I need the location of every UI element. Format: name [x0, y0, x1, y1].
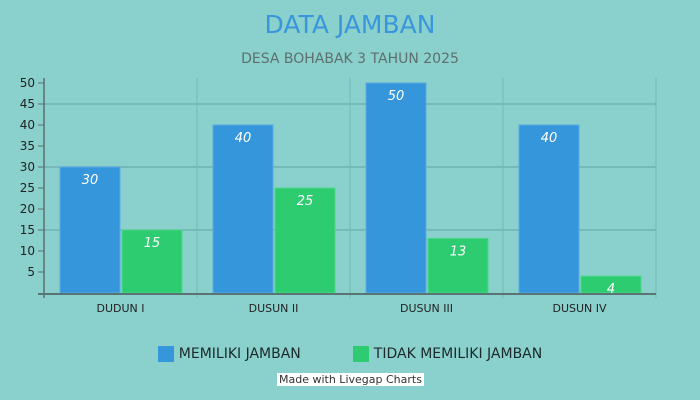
legend-swatch [157, 346, 174, 362]
bar [365, 82, 427, 294]
y-tick-label: 20 [20, 202, 35, 216]
y-tick-label: 45 [20, 97, 35, 111]
legend-swatch [352, 346, 369, 362]
data-label: 30 [82, 173, 99, 188]
bar [212, 124, 274, 294]
legend-item-memiliki[interactable]: MEMILIKI JAMBAN [157, 346, 301, 362]
x-tick-label: DUSUN II [249, 302, 299, 315]
data-label: 40 [541, 131, 558, 146]
y-tick-label: 50 [20, 76, 35, 90]
data-label: 15 [144, 236, 161, 251]
y-tick-label: 30 [20, 160, 35, 174]
bar [59, 166, 121, 294]
y-tick-label: 10 [20, 244, 35, 258]
y-tick-label: 5 [27, 265, 35, 279]
bar [274, 187, 336, 294]
data-label: 13 [450, 244, 467, 259]
data-label: 25 [297, 194, 314, 209]
chart-subtitle: DESA BOHABAK 3 TAHUN 2025 [241, 51, 459, 67]
data-label: 40 [235, 131, 252, 146]
x-tick-label: DUSUN IV [552, 302, 607, 315]
y-tick-label: 15 [20, 223, 35, 237]
chart-title: DATA JAMBAN [264, 10, 436, 39]
data-label: 50 [388, 89, 405, 104]
data-label: 4 [607, 282, 615, 297]
y-tick-label: 25 [20, 181, 35, 195]
bar [518, 124, 580, 294]
x-tick-label: DUDUN I [96, 302, 144, 315]
y-tick-label: 40 [20, 118, 35, 132]
legend: MEMILIKI JAMBAN TIDAK MEMILIKI JAMBAN [0, 346, 700, 362]
legend-item-tidak-memiliki[interactable]: TIDAK MEMILIKI JAMBAN [352, 346, 543, 362]
legend-label: TIDAK MEMILIKI JAMBAN [373, 346, 543, 362]
credit-text: Made with Livegap Charts [277, 373, 424, 386]
legend-label: MEMILIKI JAMBAN [178, 346, 301, 362]
x-tick-label: DUSUN III [400, 302, 453, 315]
y-tick-label: 35 [20, 139, 35, 153]
